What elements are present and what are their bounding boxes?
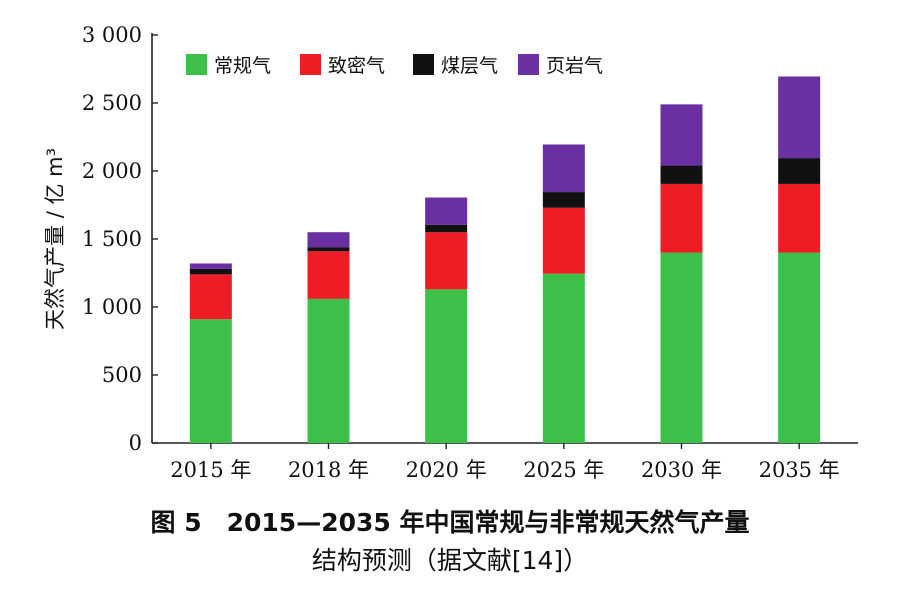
bar-segment <box>660 165 703 184</box>
bar-segment <box>660 183 703 253</box>
ticks: 0 500 1 000 1 500 2 000 2 500 3 000 2015 年 2018 … <box>82 23 840 482</box>
bar-segment <box>542 192 585 208</box>
bar-segment <box>425 224 468 233</box>
bar-segment <box>778 76 821 159</box>
y-tick-label: 2 500 <box>82 91 142 115</box>
legend-label: 致密气 <box>328 55 385 77</box>
y-axis-title: 天然气产量 / 亿 m³ <box>43 148 67 330</box>
bar-segment <box>189 274 232 320</box>
legend-label: 煤层气 <box>441 55 498 77</box>
legend-swatch <box>186 54 207 75</box>
bar-segment <box>778 183 821 253</box>
y-tick-label: 500 <box>102 363 142 387</box>
bar-segment <box>778 252 821 443</box>
chart: 天然气产量 / 亿 m³ 0 500 1 000 1 500 2 000 2 500 3 0… <box>43 23 858 482</box>
bar-segment <box>307 232 350 248</box>
legend-swatch <box>518 54 539 75</box>
bar-segment <box>425 232 468 290</box>
bar-segment <box>307 247 350 252</box>
x-tick-label: 2018 年 <box>288 458 369 482</box>
legend-label: 常规气 <box>214 55 271 77</box>
x-tick-label: 2020 年 <box>406 458 487 482</box>
y-tick-label: 0 <box>129 431 142 455</box>
legend-swatch <box>413 54 434 75</box>
bar-segment <box>189 268 232 275</box>
bar-segment <box>307 298 350 443</box>
figure-caption-subtitle: 结构预测（据文献[14]） <box>311 546 589 575</box>
x-tick-label: 2035 年 <box>759 458 840 482</box>
x-tick-label: 2030 年 <box>641 458 722 482</box>
legend: 常规气 致密气 煤层气 页岩气 <box>186 54 603 77</box>
y-tick-label: 2 000 <box>82 159 142 183</box>
y-tick-label: 1 000 <box>82 295 142 319</box>
legend-swatch <box>300 54 321 75</box>
figure-caption-title: 图 5 2015—2035 年中国常规与非常规天然气产量 <box>150 508 750 537</box>
bars <box>189 76 821 443</box>
bar-segment <box>189 263 232 269</box>
bar-segment <box>307 251 350 299</box>
bar-segment <box>425 197 468 225</box>
y-tick-label: 1 500 <box>82 227 142 251</box>
bar-segment <box>189 319 232 443</box>
bar-segment <box>425 289 468 443</box>
bar-segment <box>660 252 703 443</box>
bar-segment <box>542 207 585 274</box>
bar-segment <box>542 273 585 443</box>
bar-segment <box>660 104 703 166</box>
legend-label: 页岩气 <box>546 55 603 77</box>
x-tick-label: 2015 年 <box>170 458 251 482</box>
bar-segment <box>542 144 585 193</box>
x-tick-label: 2025 年 <box>523 458 604 482</box>
bar-segment <box>778 158 821 184</box>
y-tick-label: 3 000 <box>82 23 142 47</box>
y-axis-label: 天然气产量 / 亿 m³ <box>43 148 67 330</box>
axes <box>151 33 858 444</box>
